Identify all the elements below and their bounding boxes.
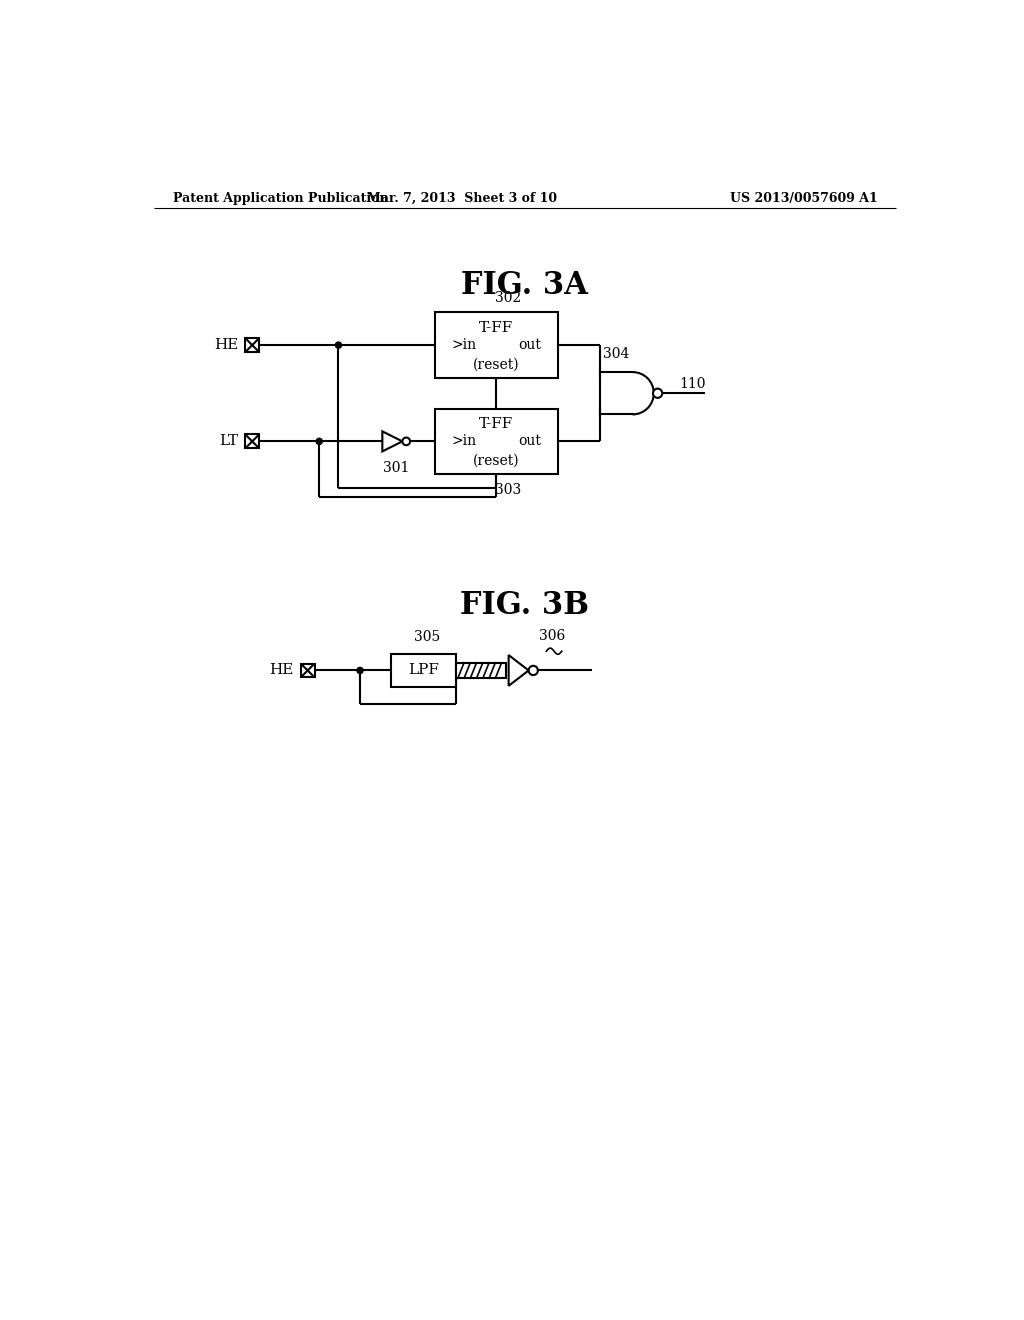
Circle shape xyxy=(316,438,323,445)
Bar xyxy=(457,663,506,678)
Text: LT: LT xyxy=(219,434,239,449)
Text: 304: 304 xyxy=(603,347,630,362)
Circle shape xyxy=(336,342,342,348)
Circle shape xyxy=(402,437,410,445)
Text: FIG. 3A: FIG. 3A xyxy=(462,271,588,301)
Text: 110: 110 xyxy=(679,378,706,391)
Text: >in: >in xyxy=(452,434,477,449)
Text: T-FF: T-FF xyxy=(479,321,513,335)
Text: 302: 302 xyxy=(495,290,521,305)
Bar xyxy=(435,313,558,378)
Bar xyxy=(301,664,314,677)
Text: (reset): (reset) xyxy=(473,454,519,469)
Text: Patent Application Publication: Patent Application Publication xyxy=(173,191,388,205)
Bar xyxy=(246,338,259,352)
Text: 301: 301 xyxy=(383,461,410,475)
Text: FIG. 3B: FIG. 3B xyxy=(461,590,589,620)
Text: US 2013/0057609 A1: US 2013/0057609 A1 xyxy=(730,191,878,205)
Circle shape xyxy=(653,388,663,397)
Text: LPF: LPF xyxy=(409,664,439,677)
Text: 306: 306 xyxy=(540,630,565,644)
Polygon shape xyxy=(509,655,528,686)
Bar xyxy=(246,434,259,449)
Text: out: out xyxy=(518,434,541,449)
Text: Mar. 7, 2013  Sheet 3 of 10: Mar. 7, 2013 Sheet 3 of 10 xyxy=(367,191,557,205)
Text: T-FF: T-FF xyxy=(479,417,513,432)
Circle shape xyxy=(357,668,364,673)
Polygon shape xyxy=(382,432,402,451)
Bar xyxy=(391,653,457,688)
Text: >in: >in xyxy=(452,338,477,352)
Bar xyxy=(435,409,558,474)
Text: HE: HE xyxy=(269,664,294,677)
Text: (reset): (reset) xyxy=(473,358,519,372)
Text: 305: 305 xyxy=(415,630,440,644)
Text: out: out xyxy=(518,338,541,352)
Text: HE: HE xyxy=(214,338,239,352)
Text: 303: 303 xyxy=(495,483,521,498)
Circle shape xyxy=(528,665,538,675)
